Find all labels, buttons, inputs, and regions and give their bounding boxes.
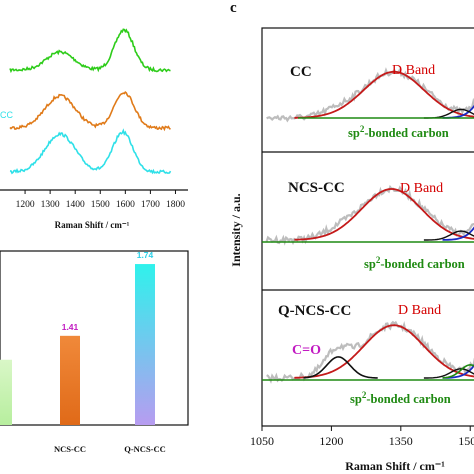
- sp2-label-q-ncs-cc-text: sp: [350, 392, 362, 406]
- bar-2: [135, 264, 155, 425]
- sample-label-cc: CC: [290, 64, 312, 80]
- panel-c-x-axis-label: Raman Shift / cm⁻¹: [345, 459, 445, 473]
- panel-a-tick-label: 1700: [141, 200, 160, 210]
- panel-c-tick-label: 1200: [319, 434, 343, 448]
- panel-a-ticks: 1200 1300 1400 1500 1600 1700 1800: [16, 190, 185, 210]
- panel-c-fit-curves: [262, 66, 474, 384]
- panel-c-tick-label: 1050: [250, 434, 274, 448]
- sp2-label-ncs-cc-text: sp: [364, 257, 376, 271]
- bar-category-label-1: NCS-CC: [54, 444, 86, 454]
- panel-a-tick-label: 1200: [16, 200, 35, 210]
- panel-a-tick-label: 1300: [41, 200, 60, 210]
- panel-a-series-0: [9, 28, 171, 74]
- sample-label-q-ncs-cc: Q-NCS-CC: [278, 303, 351, 319]
- panel-c-minor-fit-2: [423, 368, 474, 379]
- sp2-rest: -bonded carbon: [366, 392, 450, 406]
- panel-c-d-band-fit-2: [294, 324, 474, 379]
- sp2-rest: -bonded carbon: [380, 257, 464, 271]
- d-band-label-ncs-cc: D Band: [400, 181, 443, 196]
- series-label-cc: CC: [0, 110, 13, 120]
- bar-category-label-2: Q-NCS-CC: [124, 444, 166, 454]
- panel-b-bar-group: 1.41 1.74: [0, 250, 155, 425]
- panel-a-tick-label: 1800: [166, 200, 185, 210]
- d-band-label-cc: D Band: [392, 63, 435, 78]
- panel-c-fits: c 1050120013501500 CC D Band sp2-bonded …: [229, 0, 474, 473]
- sp2-superscript: 2: [360, 124, 365, 134]
- panel-b-categories: NCS-CC Q-NCS-CC: [54, 444, 166, 454]
- panel-c-letter: c: [230, 0, 237, 16]
- panel-c-d-band-fit-1: [294, 188, 474, 241]
- panel-a-x-axis-label: Raman Shift / cm⁻¹: [55, 220, 130, 230]
- panel-c-frame: [261, 27, 474, 427]
- panel-a-spectra: 1200 1300 1400 1500 1600 1700 1800 CC Raman Sh…: [0, 28, 188, 230]
- sp2-label-cc: sp2-bonded carbon: [348, 124, 449, 140]
- bar-0: [0, 359, 12, 425]
- sp2-label-cc-text: sp: [348, 126, 360, 140]
- bar-value-label-2: 1.74: [137, 250, 154, 260]
- panel-b-frame: [0, 250, 189, 426]
- bar-value-label-1: 1.41: [62, 322, 79, 332]
- sp2-superscript: 2: [376, 255, 381, 265]
- sp2-superscript: 2: [362, 390, 367, 400]
- panel-a-tick-label: 1600: [116, 200, 135, 210]
- panel-b-bars: 1.41 1.74 NCS-CC Q-NCS-CC: [0, 250, 189, 454]
- panel-a-series-2: [9, 128, 172, 175]
- sp2-rest: -bonded carbon: [364, 126, 448, 140]
- panel-a-tick-label: 1500: [91, 200, 110, 210]
- panel-c-raw-1: [265, 184, 474, 246]
- c-o-label: C=O: [292, 343, 321, 358]
- panel-a-series-1: [9, 90, 171, 132]
- panel-c-g-band-fit-1: [442, 226, 474, 241]
- panel-c-d-band-fit-0: [294, 70, 474, 119]
- panel-c-g-band-fit-2: [442, 363, 474, 379]
- panel-c-ticks: 1050 1200 1350 1500: [250, 426, 474, 448]
- panel-c-y-axis-label: Intensity / a.u.: [229, 193, 243, 266]
- sample-label-ncs-cc: NCS-CC: [288, 180, 345, 196]
- panel-c-tick-label: 1500: [458, 434, 474, 448]
- panel-c-co-fit: [303, 356, 378, 379]
- sp2-label-ncs-cc: sp2-bonded carbon: [364, 255, 465, 271]
- panel-a-tick-label: 1400: [66, 200, 85, 210]
- sp2-label-q-ncs-cc: sp2-bonded carbon: [350, 390, 451, 406]
- panel-a-curves: [9, 28, 172, 175]
- panel-c-minor-fit-1: [423, 230, 474, 241]
- panel-c-green-fit: [442, 363, 474, 379]
- panel-c-tick-label: 1350: [389, 434, 413, 448]
- d-band-label-q-ncs-cc: D Band: [398, 303, 441, 318]
- bar-1: [60, 335, 80, 425]
